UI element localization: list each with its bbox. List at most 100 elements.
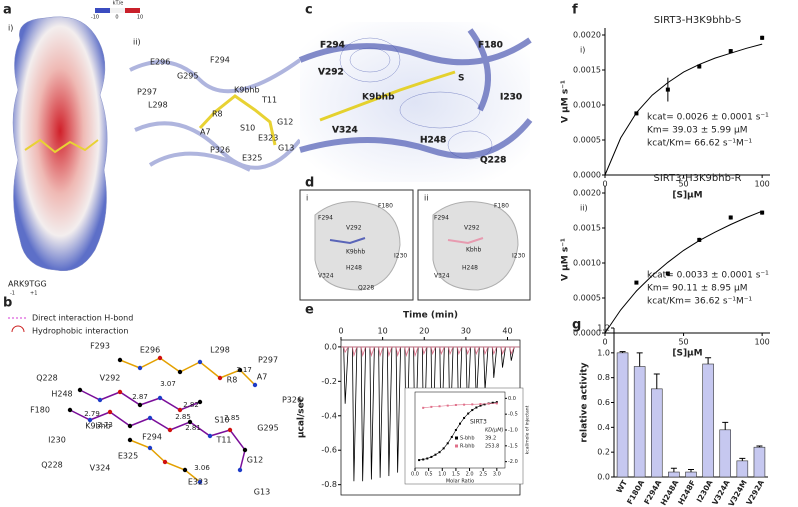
panel-label: a (3, 3, 12, 18)
y-tick-label: 0.6 (597, 398, 610, 407)
data-point (422, 406, 425, 409)
distance-label: 2.87 (132, 393, 148, 401)
sub-label: ii) (580, 204, 588, 213)
error-bar (705, 357, 712, 365)
annotation: kcat= 0.0026 ± 0.0001 s⁻¹ (647, 113, 769, 123)
residue-label: K9bhb (85, 422, 111, 431)
atom (177, 369, 183, 375)
residue-label: A7 (200, 128, 211, 137)
data-point (665, 87, 670, 92)
injection-peak (456, 346, 463, 356)
legend-value: 253.8 (485, 444, 499, 450)
atom (77, 387, 83, 393)
x-tick-label: 0 (602, 180, 607, 189)
data-point (697, 237, 702, 242)
x-axis-label: Time (min) (403, 311, 458, 321)
fit-line (423, 403, 497, 409)
sub-label: i (306, 194, 308, 203)
data-point (495, 401, 498, 404)
x-tick-label: 50 (678, 180, 688, 189)
atom (197, 479, 203, 485)
data-point (697, 64, 702, 69)
residue-label: H248 (51, 390, 72, 399)
injection-peak (509, 346, 515, 361)
residue-label: V324 (318, 273, 334, 280)
y-axis-label: relative activity (580, 362, 590, 442)
injection-peak (404, 346, 410, 358)
y-tick-label: -0.6 (321, 446, 337, 455)
bar (616, 352, 629, 478)
y-tick-label: 0.8 (597, 373, 610, 382)
injection-peak (360, 346, 367, 482)
injection-peak (500, 346, 506, 368)
legend-title: KD(μM) (485, 428, 504, 434)
residue-label: F294 (142, 433, 162, 442)
residue-label: E325 (118, 452, 138, 461)
y-tick-label: 0.0015 (573, 66, 601, 75)
data-point (483, 403, 486, 406)
y-tick-label: 0.0 (508, 396, 516, 402)
data-point (463, 403, 466, 406)
atom (117, 389, 123, 395)
injection-peak (378, 346, 384, 478)
residue-label: Kbhb (466, 247, 482, 254)
data-point (760, 35, 765, 40)
atom (117, 357, 123, 363)
error-bar (636, 352, 643, 367)
residue-label: L298 (148, 101, 168, 110)
legend-label: R-bhb (460, 444, 475, 450)
bar (685, 471, 697, 478)
data-point (442, 447, 445, 450)
residue-label: V324 (434, 273, 450, 280)
residue-label: I230 (500, 93, 522, 103)
panel-label: d (305, 176, 314, 191)
data-point (426, 457, 429, 460)
fit-curve (604, 43, 763, 176)
error-bar (670, 467, 677, 473)
atom (127, 437, 133, 443)
residue-label: P326 (210, 146, 230, 155)
atom (252, 382, 258, 388)
atom (127, 423, 133, 429)
residue-label: P326 (282, 396, 302, 405)
distance-label: 3.17 (236, 366, 252, 374)
data-point (475, 406, 478, 409)
surface-image (12, 16, 108, 272)
injection-peak (430, 346, 436, 356)
residue-label: F180 (30, 406, 50, 415)
y-tick-label: 0.0010 (573, 101, 601, 110)
error-bar (756, 445, 763, 448)
injection-peak (421, 346, 428, 356)
residue-label: V324 (90, 464, 111, 473)
residue-label: I230 (394, 253, 407, 260)
injection-peak (395, 346, 402, 473)
injection-peak (369, 346, 375, 480)
y-tick-label: 0.0005 (573, 136, 601, 145)
data-point (418, 459, 421, 462)
injection-peak (439, 346, 445, 356)
legend-hydrophobic (11, 325, 25, 333)
data-point (434, 453, 437, 456)
x-tick-label: WT (615, 478, 630, 495)
chart-title: SIRT3-H3K9bhb-S (654, 15, 741, 26)
x-tick-label: 50 (678, 338, 688, 347)
legend-label: Direct interaction H-bond (32, 314, 133, 323)
y-tick-label: 0.0010 (573, 259, 601, 268)
injection-peak (483, 346, 489, 390)
panel-label: f (572, 3, 578, 18)
residue-label: I230 (512, 253, 525, 260)
atom (237, 367, 243, 373)
bar (702, 363, 714, 478)
data-point (728, 215, 733, 220)
residue-label: V324 (332, 126, 358, 136)
x-tick-label: 0.0 (411, 472, 419, 478)
legend-marker (455, 436, 458, 440)
y-tick-label: 0.0005 (573, 294, 601, 303)
residue-label: F180 (378, 203, 393, 210)
bar (668, 471, 680, 478)
x-tick-label: 10 (378, 327, 388, 336)
x-tick-label: 1.0 (438, 472, 446, 478)
error-bar (619, 351, 626, 353)
injection-peak (491, 346, 498, 378)
legend-marker (455, 444, 458, 448)
